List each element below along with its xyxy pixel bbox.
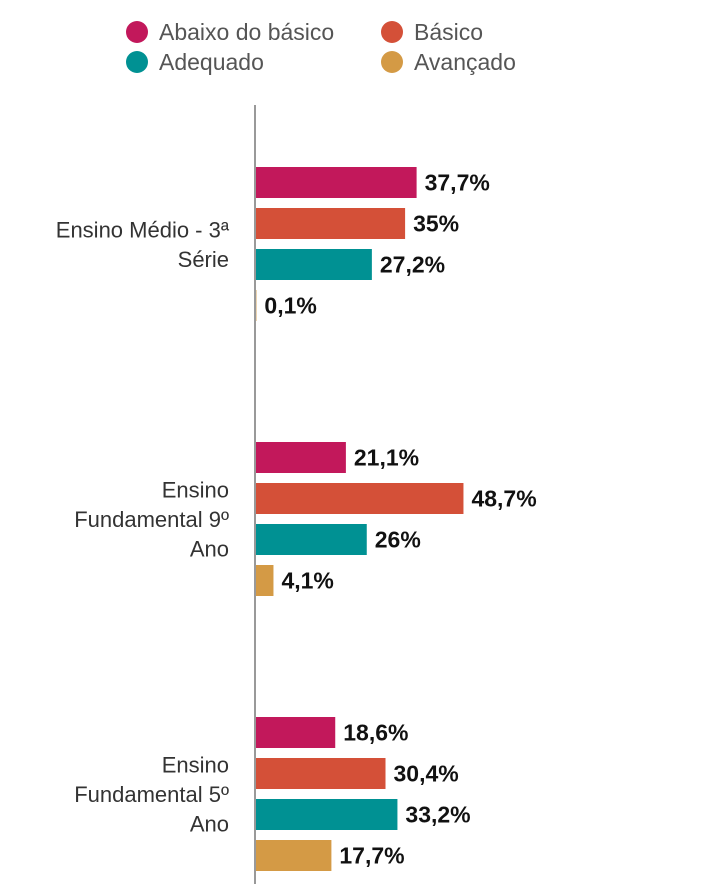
category-label-2-line-3: Ano (190, 537, 229, 562)
data-label-adequado-2: 26% (375, 527, 421, 553)
data-label-abaixo-do-basico-1: 37,7% (425, 170, 490, 196)
legend-swatch-abaixo-do-basico (126, 21, 148, 43)
bar-basico-1 (256, 208, 406, 239)
data-label-abaixo-do-basico-2: 21,1% (354, 445, 419, 471)
bar-abaixo-do-basico-2 (256, 442, 346, 473)
bar-adequado-2 (256, 524, 367, 555)
bar-abaixo-do-basico-1 (256, 167, 417, 198)
category-labels: Ensino Médio - 3ª Série Ensino Fundamental … (56, 217, 230, 836)
legend-label-basico: Básico (414, 19, 483, 45)
legend-swatch-basico (381, 21, 403, 43)
data-label-abaixo-do-basico-3: 18,6% (343, 720, 408, 746)
data-label-basico-3: 30,4% (394, 761, 459, 787)
legend-swatch-adequado (126, 51, 148, 73)
bar-adequado-3 (256, 799, 398, 830)
category-label-2-line-2: Fundamental 9º (74, 507, 229, 532)
bar-abaixo-do-basico-3 (256, 717, 336, 748)
category-label-3-line-2: Fundamental 5º (74, 782, 229, 807)
bar-avancado-3 (256, 840, 332, 871)
data-labels: 37,7% 35% 27,2% 0,1% 21,1% 48,7% 26% 4,1% 18,6% 3… (264, 170, 536, 869)
category-label-2-line-1: Ensino (162, 478, 229, 503)
category-label-3-line-1: Ensino (162, 753, 229, 778)
bar-basico-3 (256, 758, 386, 789)
bar-basico-2 (256, 483, 464, 514)
data-label-basico-1: 35% (413, 211, 459, 237)
data-label-avancado-1: 0,1% (264, 293, 316, 319)
legend-label-abaixo-do-basico: Abaixo do básico (159, 19, 334, 45)
bar-adequado-1 (256, 249, 372, 280)
legend-swatch-avancado (381, 51, 403, 73)
data-label-adequado-1: 27,2% (380, 252, 445, 278)
bars (256, 167, 464, 871)
bar-avancado-2 (256, 565, 274, 596)
data-label-adequado-3: 33,2% (405, 802, 470, 828)
legend-label-adequado: Adequado (159, 49, 264, 75)
category-label-1-line-2: Série (178, 247, 229, 272)
legend: Abaixo do básico Básico Adequado Avançado (126, 19, 516, 75)
category-label-1-line-1: Ensino Médio - 3ª (56, 217, 230, 242)
data-label-basico-2: 48,7% (471, 486, 536, 512)
category-label-3-line-3: Ano (190, 812, 229, 837)
data-label-avancado-3: 17,7% (339, 843, 404, 869)
legend-label-avancado: Avançado (414, 49, 516, 75)
data-label-avancado-2: 4,1% (281, 568, 333, 594)
